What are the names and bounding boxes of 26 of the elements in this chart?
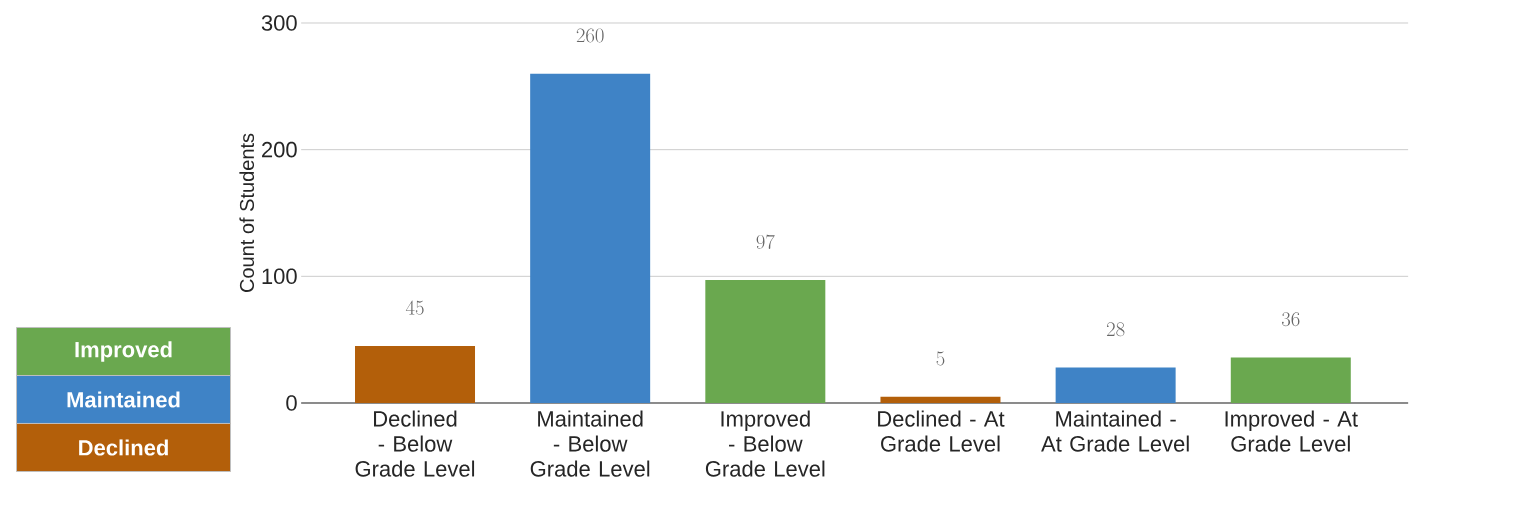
bar [1055, 367, 1176, 403]
x-tick-label: Maintained - Below Grade Level [530, 410, 650, 477]
text: Maintained [67, 391, 180, 408]
bar [355, 345, 476, 403]
x-tick-label: Declined - Below Grade Level [355, 410, 475, 477]
data-label: 5 [936, 351, 945, 366]
data-label: 36 [1281, 312, 1300, 327]
data-label: 45 [405, 300, 424, 315]
bar [530, 73, 651, 403]
y-axis-title: Count of Students [239, 133, 255, 293]
text: Declined [79, 439, 168, 456]
data-label: 97 [756, 234, 775, 249]
bar [705, 280, 826, 403]
bar [880, 396, 1001, 403]
y-tick-label: 0 [286, 395, 297, 411]
bar [1230, 357, 1351, 403]
x-tick-label: Improved - Below Grade Level [705, 410, 825, 477]
y-tick-label: 300 [261, 15, 297, 31]
x-tick-label: Maintained - At Grade Level [1041, 410, 1189, 452]
y-tick-label: 100 [262, 268, 297, 285]
x-tick-label: Improved - At Grade Level [1225, 410, 1358, 452]
data-label: 28 [1106, 322, 1125, 337]
x-tick-label: Declined - At Grade Level [878, 410, 1005, 452]
text: Improved [75, 341, 172, 362]
y-tick-label: 200 [262, 141, 297, 158]
data-label: 260 [576, 28, 604, 43]
